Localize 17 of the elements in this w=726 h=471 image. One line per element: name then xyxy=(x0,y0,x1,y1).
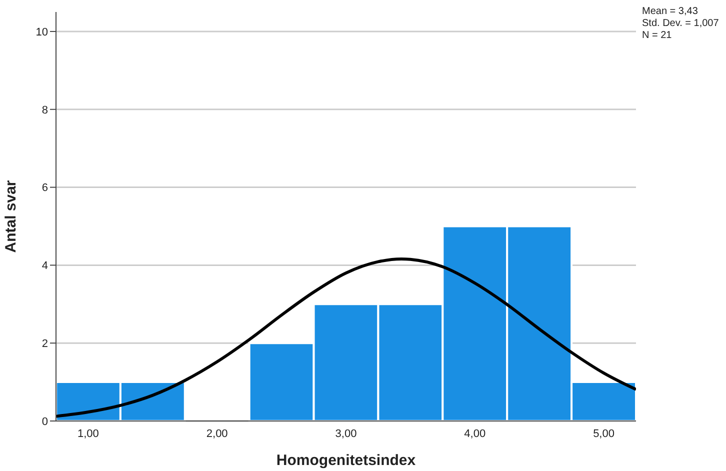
x-tick-label: 5,00 xyxy=(593,428,614,440)
x-tick-label: 2,00 xyxy=(206,428,228,440)
y-tick-label: 2 xyxy=(42,338,48,350)
y-tick-label: 0 xyxy=(42,416,48,428)
y-tick-label: 4 xyxy=(42,260,48,272)
text: Mean = 3,43 xyxy=(642,6,699,18)
y-axis-title: Antal svar xyxy=(2,180,20,253)
x-tick-label: 4,00 xyxy=(464,428,486,440)
x-tick-label: 3,00 xyxy=(335,428,357,440)
text: N = 21 xyxy=(642,30,673,42)
x-tick-label: 1,00 xyxy=(78,428,99,440)
line-series xyxy=(56,257,636,418)
y-tick-label: 6 xyxy=(42,182,48,194)
y-tick-label: 8 xyxy=(42,104,48,116)
text: Std. Dev. = 1,007 xyxy=(642,18,719,30)
y-tick-label: 10 xyxy=(36,26,48,38)
x-axis-title: Homogenitetsindex xyxy=(276,452,416,469)
